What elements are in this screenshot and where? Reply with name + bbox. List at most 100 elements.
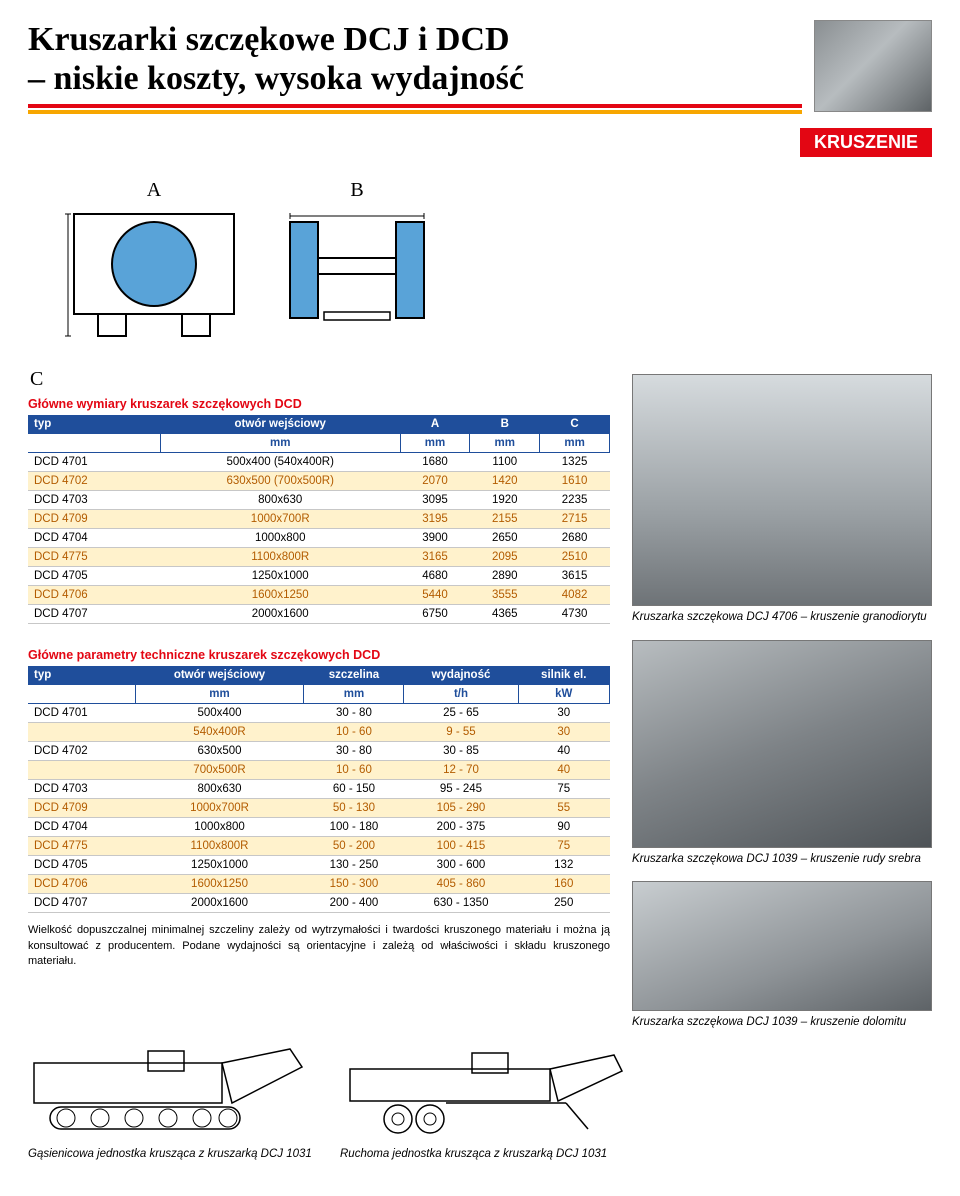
table-cell: 100 - 415	[404, 837, 518, 856]
table-cell: 1000x700R	[135, 799, 304, 818]
table-cell: 1600x1250	[135, 875, 304, 894]
caption-photo2: Kruszarka szczękowa DCJ 1039 – kruszenie…	[632, 852, 932, 868]
table-unit: mm	[304, 685, 404, 704]
table-cell: DCD 4702	[28, 472, 160, 491]
table-cell: 1000x800	[135, 818, 304, 837]
table-cell: DCD 4709	[28, 510, 160, 529]
table-cell: 30	[518, 723, 610, 742]
table-cell: DCD 4705	[28, 856, 135, 875]
table-cell: 800x630	[135, 780, 304, 799]
table-row: DCD 4703800x63060 - 15095 - 24575	[28, 780, 610, 799]
table-cell: 2510	[540, 548, 610, 567]
table-cell: 1250x1000	[135, 856, 304, 875]
caption-unit1: Gąsienicowa jednostka krusząca z kruszar…	[28, 1147, 318, 1163]
tracked-unit-icon	[28, 1045, 318, 1141]
table-cell: DCD 4706	[28, 875, 135, 894]
table-cell	[28, 723, 135, 742]
section-tag: KRUSZENIE	[800, 128, 932, 157]
table-cell: 1920	[470, 491, 540, 510]
table-row: 700x500R10 - 6012 - 7040	[28, 761, 610, 780]
table-unit: mm	[540, 434, 610, 453]
table-cell: 150 - 300	[304, 875, 404, 894]
caption-unit2: Ruchoma jednostka krusząca z kruszarką D…	[340, 1147, 630, 1163]
table-cell: 1680	[400, 453, 470, 472]
table-cell: 630x500 (700x500R)	[160, 472, 400, 491]
page-title: Kruszarki szczękowe DCJ i DCD – niskie k…	[28, 20, 802, 98]
table-cell: 105 - 290	[404, 799, 518, 818]
table-cell: 50 - 130	[304, 799, 404, 818]
table-cell: 3555	[470, 586, 540, 605]
photo-dolomite	[632, 881, 932, 1011]
table-cell: 50 - 200	[304, 837, 404, 856]
table-cell: DCD 4701	[28, 704, 135, 723]
table-row: DCD 47751100x800R316520952510	[28, 548, 610, 567]
table-cell: 130 - 250	[304, 856, 404, 875]
rule-orange	[28, 110, 802, 114]
table-cell: 100 - 180	[304, 818, 404, 837]
table-cell: 1000x700R	[160, 510, 400, 529]
table-cell: DCD 4701	[28, 453, 160, 472]
table-cell: DCD 4704	[28, 529, 160, 548]
table-cell: 55	[518, 799, 610, 818]
table-cell: 4082	[540, 586, 610, 605]
table-cell: DCD 4775	[28, 837, 135, 856]
table-header: C	[540, 415, 610, 434]
table-unit: mm	[400, 434, 470, 453]
table-row: DCD 4702630x50030 - 8030 - 8540	[28, 742, 610, 761]
table-cell: 800x630	[160, 491, 400, 510]
caption-photo1: Kruszarka szczękowa DCJ 4706 – kruszenie…	[632, 610, 932, 626]
table-cell: 10 - 60	[304, 723, 404, 742]
table-cell: DCD 4706	[28, 586, 160, 605]
table-cell: 40	[518, 742, 610, 761]
table-cell: 30 - 80	[304, 742, 404, 761]
table-cell: DCD 4709	[28, 799, 135, 818]
note-text: Wielkość dopuszczalnej minimalnej szczel…	[28, 923, 610, 969]
table-cell: 500x400 (540x400R)	[160, 453, 400, 472]
photo-silver-ore	[632, 640, 932, 848]
table-unit: mm	[470, 434, 540, 453]
table-cell: DCD 4775	[28, 548, 160, 567]
title-line2: – niskie koszty, wysoka wydajność	[28, 60, 524, 97]
table-header: A	[400, 415, 470, 434]
table-cell: 6750	[400, 605, 470, 624]
table-cell: 1610	[540, 472, 610, 491]
table-cell: 4680	[400, 567, 470, 586]
table-cell: 200 - 375	[404, 818, 518, 837]
table-cell: DCD 4703	[28, 780, 135, 799]
table-row: DCD 47041000x800100 - 180200 - 37590	[28, 818, 610, 837]
table-cell: 10 - 60	[304, 761, 404, 780]
table-cell: DCD 4702	[28, 742, 135, 761]
rule-red	[28, 104, 802, 108]
table-header: typ	[28, 666, 135, 685]
diagram-label-c: C	[30, 368, 610, 391]
table-row: DCD 47051250x1000468028903615	[28, 567, 610, 586]
table-cell: 700x500R	[135, 761, 304, 780]
table-cell: 25 - 65	[404, 704, 518, 723]
table-cell: 2650	[470, 529, 540, 548]
table-cell: 1100	[470, 453, 540, 472]
mobile-unit-icon	[340, 1045, 630, 1141]
table-cell: 90	[518, 818, 610, 837]
table-cell: 132	[518, 856, 610, 875]
diagram-b-icon	[272, 204, 442, 354]
table-cell: 1250x1000	[160, 567, 400, 586]
table-cell: 160	[518, 875, 610, 894]
table-cell: 1100x800R	[160, 548, 400, 567]
table-header: typ	[28, 415, 160, 434]
table-cell: DCD 4703	[28, 491, 160, 510]
table-row: DCD 47072000x1600200 - 400630 - 1350250	[28, 894, 610, 913]
table-cell: 9 - 55	[404, 723, 518, 742]
table-cell: 2235	[540, 491, 610, 510]
table-header: silnik el.	[518, 666, 610, 685]
table-row: DCD 47072000x1600675043654730	[28, 605, 610, 624]
table-cell: DCD 4705	[28, 567, 160, 586]
table-cell: 30	[518, 704, 610, 723]
table-cell: 200 - 400	[304, 894, 404, 913]
header-thumbnail	[814, 20, 932, 112]
table-cell: DCD 4707	[28, 894, 135, 913]
diagram-row: A B	[28, 179, 932, 354]
table-row: DCD 47091000x700R319521552715	[28, 510, 610, 529]
table-cell: 405 - 860	[404, 875, 518, 894]
diagram-label-a: A	[64, 179, 244, 202]
table-row: DCD 47051250x1000130 - 250300 - 600132	[28, 856, 610, 875]
